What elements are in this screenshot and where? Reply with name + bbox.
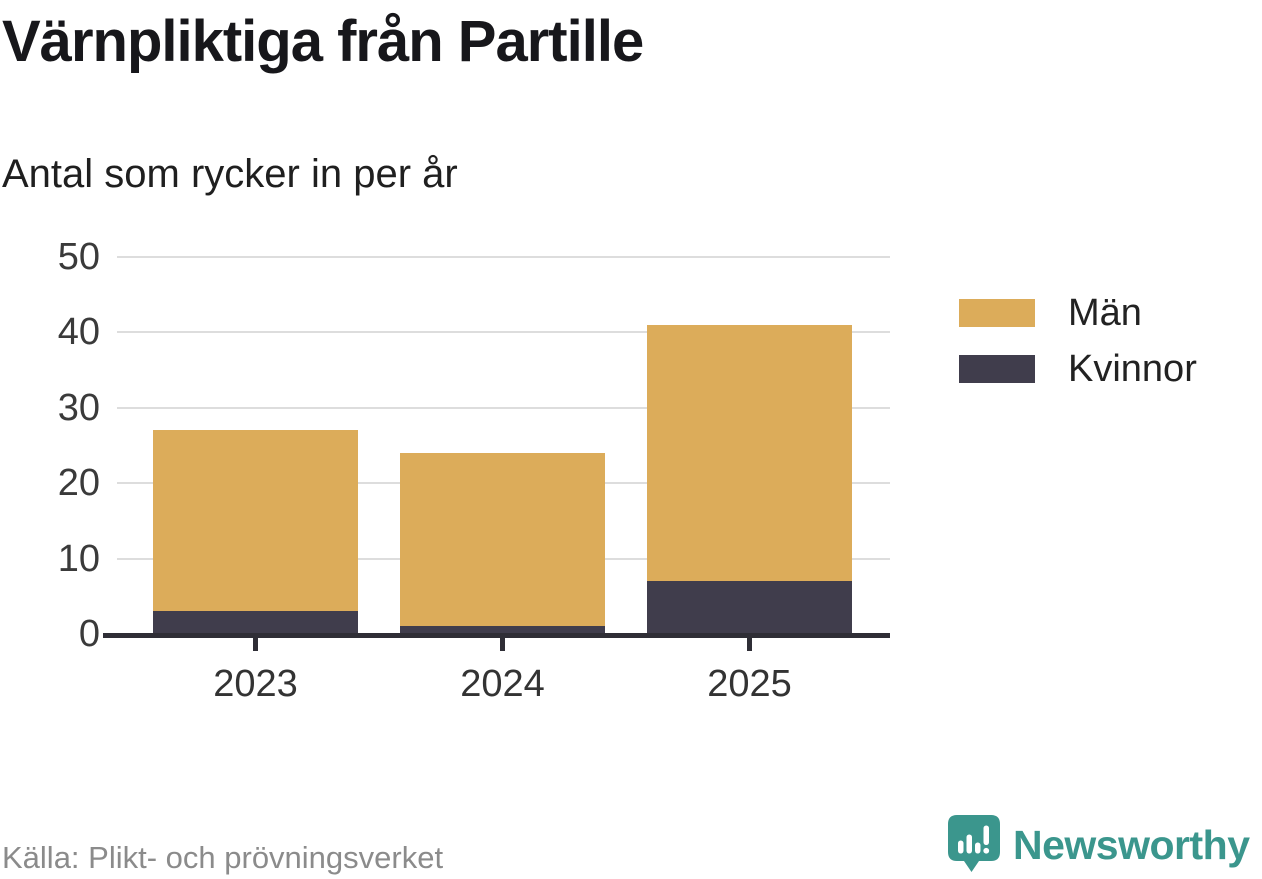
bar-2024 [400, 257, 605, 634]
x-axis-tick [253, 638, 258, 651]
y-axis-label: 30 [57, 386, 100, 429]
newsworthy-icon [948, 815, 1000, 872]
x-axis-label: 2023 [213, 663, 298, 705]
x-axis-label: 2025 [707, 663, 792, 705]
legend-item-kvinnor: Kvinnor [959, 348, 1197, 390]
y-axis-label: 0 [78, 613, 100, 655]
legend-label: Män [1068, 291, 1142, 334]
x-axis-line [103, 633, 890, 638]
x-axis-tick [500, 638, 505, 651]
gridline-50 [117, 256, 890, 258]
legend-label: Kvinnor [1068, 347, 1197, 390]
legend-item-män: Män [959, 292, 1197, 334]
bar-2025 [647, 257, 852, 634]
chart-subtitle: Antal som rycker in per år [2, 152, 458, 196]
bar-segment-2025-kvinnor [647, 581, 852, 634]
y-axis-label: 50 [57, 236, 100, 278]
source-text: Källa: Plikt- och prövningsverket [2, 840, 444, 875]
bar-segment-2024-män [400, 453, 605, 627]
brand-name: Newsworthy [1013, 821, 1250, 868]
y-axis-label: 20 [57, 462, 100, 505]
bar-2023 [153, 257, 358, 634]
bar-segment-2024-kvinnor [400, 626, 605, 634]
plot-area: 2023 2024 2025 [103, 256, 890, 705]
legend-swatch [959, 355, 1035, 383]
x-axis-tick [747, 638, 752, 651]
y-axis-label: 10 [57, 537, 100, 580]
gridline-30 [117, 406, 890, 409]
gridline-40 [117, 331, 890, 334]
y-axis: 0 10 20 30 40 50 [0, 237, 100, 654]
bar-segment-2025-män [647, 324, 852, 582]
chart-title: Värnpliktiga från Partille [2, 9, 644, 74]
x-axis-label: 2024 [460, 663, 545, 705]
legend: Män Kvinnor [959, 292, 1197, 411]
legend-swatch [959, 299, 1035, 327]
bar-segment-2023-kvinnor [153, 611, 358, 634]
y-axis-label: 40 [57, 311, 100, 354]
bar-segment-2023-män [153, 430, 358, 612]
brand-logo: Newsworthy [947, 814, 1250, 874]
